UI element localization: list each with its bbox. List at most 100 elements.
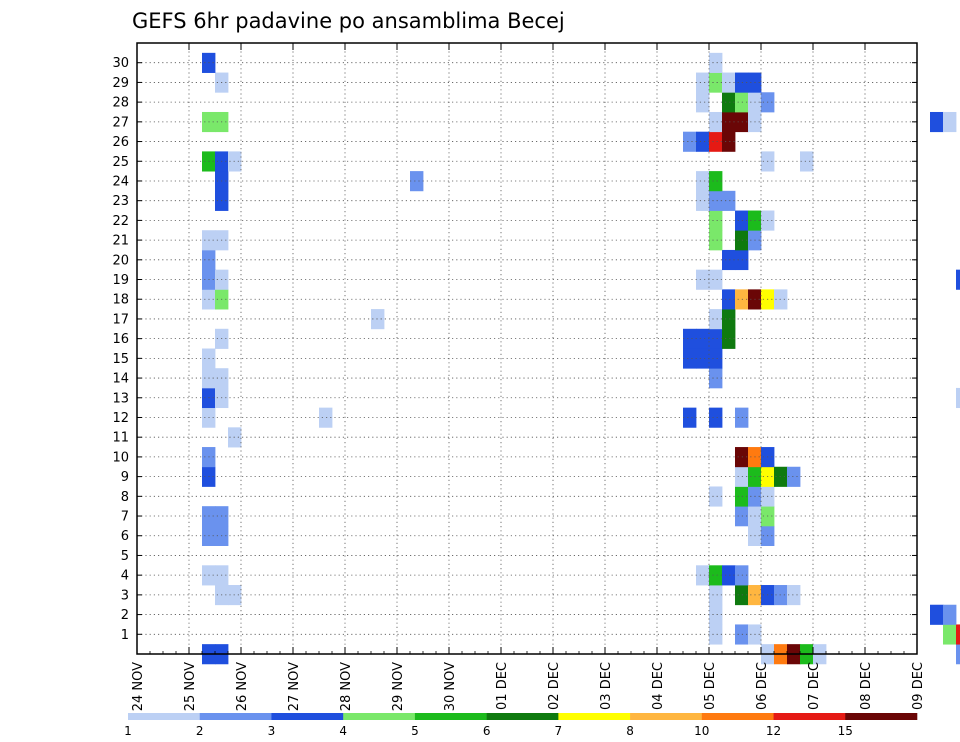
heatmap-cell xyxy=(696,131,710,152)
y-tick-label: 2 xyxy=(121,608,129,623)
x-tick-label: 30 NOV xyxy=(443,662,458,711)
x-tick-label: 02 DEC xyxy=(547,662,562,710)
heatmap-cell xyxy=(735,565,749,586)
heatmap-cell xyxy=(709,210,723,231)
heatmap-cell xyxy=(696,565,710,586)
x-tick-label: 27 NOV xyxy=(287,662,302,711)
y-tick-label: 30 xyxy=(112,56,129,71)
y-tick-label: 18 xyxy=(112,293,129,308)
heatmap-cell xyxy=(735,447,749,468)
y-tick-label: 3 xyxy=(121,588,129,603)
y-tick-label: 12 xyxy=(112,411,129,426)
y-tick-label: 14 xyxy=(112,372,129,387)
heatmap-cell xyxy=(709,565,723,586)
heatmap-cell xyxy=(709,624,723,645)
colorbar-segment xyxy=(343,713,416,720)
y-tick-label: 17 xyxy=(112,312,129,327)
plot-frame xyxy=(136,42,918,655)
y-tick-label: 1 xyxy=(121,628,129,643)
heatmap-cell xyxy=(683,328,697,349)
heatmap-cell xyxy=(735,72,749,93)
y-tick-label: 6 xyxy=(121,529,129,544)
heatmap-cell xyxy=(709,585,723,606)
colorbar-legend: 1 2 3 4 5 6 7 8 10 12 15 xyxy=(124,713,918,738)
heatmap-cell xyxy=(696,328,710,349)
heatmap-cell xyxy=(943,111,957,133)
heatmap-cell xyxy=(722,72,736,93)
y-tick-label: 15 xyxy=(112,352,129,367)
y-tick-label: 29 xyxy=(112,76,129,91)
y-tick-label: 4 xyxy=(121,569,129,584)
heatmap-cell xyxy=(319,407,333,428)
y-tick-label: 26 xyxy=(112,135,129,150)
y-tick-label: 5 xyxy=(121,549,129,564)
heatmap-cell xyxy=(735,407,749,428)
heatmap-cells xyxy=(202,52,960,665)
heatmap-cell xyxy=(722,309,736,330)
x-tick-label: 26 NOV xyxy=(235,662,250,711)
colorbar-segment xyxy=(199,713,272,720)
heatmap-cell xyxy=(696,171,710,192)
colorbar-label: 8 xyxy=(626,724,634,738)
heatmap-cell xyxy=(800,151,814,172)
colorbar-segment xyxy=(845,713,918,720)
heatmap-cell xyxy=(709,131,723,152)
x-tick-label: 05 DEC xyxy=(703,662,718,710)
colorbar-segment xyxy=(414,713,487,720)
y-tick-label: 23 xyxy=(112,194,129,209)
heatmap-cell xyxy=(735,92,749,113)
heatmap-cell xyxy=(709,407,723,428)
heatmap-cell xyxy=(787,466,801,487)
y-tick-label: 11 xyxy=(112,431,129,446)
colorbar-segment xyxy=(558,713,631,720)
heatmap-cell xyxy=(722,565,736,586)
heatmap-cell xyxy=(930,604,944,625)
heatmap-cell xyxy=(787,585,801,606)
colorbar-segment xyxy=(128,713,201,720)
heatmap-cell xyxy=(683,407,697,428)
heatmap-cell xyxy=(722,190,736,211)
heatmap-cell xyxy=(722,131,736,152)
x-tick-label: 06 DEC xyxy=(755,662,770,710)
heatmap-cell xyxy=(735,289,749,310)
y-tick-label: 21 xyxy=(112,234,129,249)
y-tick-label: 13 xyxy=(112,391,129,406)
colorbar-label: 12 xyxy=(766,724,781,738)
heatmap-cell xyxy=(683,348,697,369)
colorbar-segment xyxy=(271,713,344,720)
x-axis: 24 NOV 25 NOV 26 NOV 27 NOV 28 NOV 29 NOV 30 N… xyxy=(131,43,926,711)
heatmap-cell xyxy=(696,190,710,211)
heatmap-cell xyxy=(735,624,749,645)
heatmap-cell xyxy=(735,230,749,251)
heatmap-cell xyxy=(956,624,960,645)
heatmap-cell xyxy=(735,585,749,606)
heatmap-cell xyxy=(709,368,723,389)
y-tick-label: 22 xyxy=(112,214,129,229)
heatmap-cell xyxy=(696,72,710,93)
heatmap-cell xyxy=(956,269,960,290)
colorbar-label: 2 xyxy=(196,724,204,738)
heatmap-cell xyxy=(709,269,723,290)
heatmap-cell xyxy=(943,604,957,625)
y-tick-label: 27 xyxy=(112,115,129,130)
colorbar-label: 1 xyxy=(124,724,132,738)
y-axis: 1234567891011121314151617181920212223242… xyxy=(112,56,917,643)
x-tick-label: 24 NOV xyxy=(131,662,146,711)
y-tick-label: 7 xyxy=(121,510,129,525)
heatmap-cell xyxy=(735,486,749,507)
y-tick-label: 16 xyxy=(112,332,129,347)
x-tick-label: 09 DEC xyxy=(911,662,926,710)
colorbar-segment xyxy=(773,713,846,720)
heatmap-cell xyxy=(735,111,749,133)
chart-title: GEFS 6hr padavine po ansamblima Becej xyxy=(132,9,565,33)
colorbar-segment xyxy=(701,713,774,720)
colorbar-label: 5 xyxy=(411,724,419,738)
heatmap-cell xyxy=(956,644,960,665)
heatmap-cell xyxy=(722,92,736,113)
colorbar-label: 6 xyxy=(483,724,491,738)
heatmap-cell xyxy=(709,230,723,251)
heatmap-cell xyxy=(696,269,710,290)
heatmap-cell xyxy=(930,111,944,133)
heatmap-cell xyxy=(709,72,723,93)
